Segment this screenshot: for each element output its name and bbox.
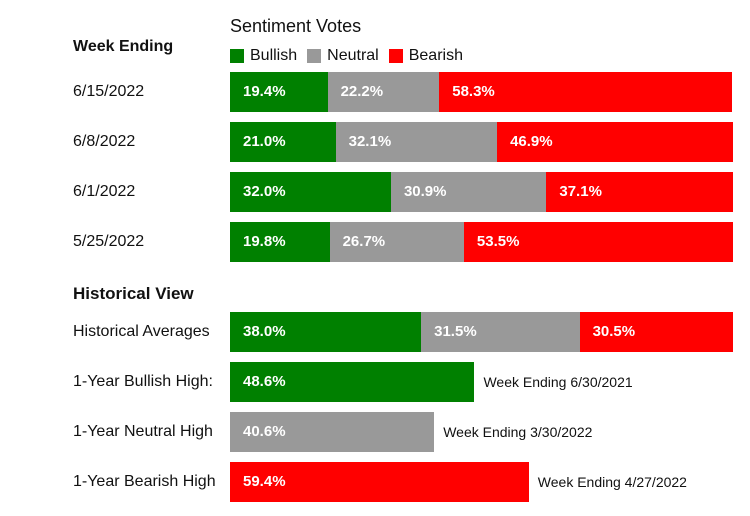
week-label: 6/1/2022	[73, 183, 136, 200]
data-label-bearish: 46.9%	[510, 133, 553, 150]
data-label-neutral: 32.1%	[348, 133, 392, 150]
bar-segment-bullish: 21.0%	[230, 122, 336, 162]
bar-segment-neutral: 30.9%	[390, 172, 547, 212]
legend-item-bearish: Bearish	[388, 47, 463, 65]
week-2-bar: 32.0% 30.9% 37.1%	[230, 172, 733, 212]
bar-segment-bearish: 30.5%	[579, 312, 733, 352]
data-label-bearish: 37.1%	[559, 183, 602, 200]
bar-segment-bullish: 19.4%	[230, 72, 328, 112]
high-bar-bullish: 48.6%	[230, 362, 475, 402]
legend-label-neutral: Neutral	[327, 47, 379, 64]
data-label-bearish: 59.4%	[243, 473, 286, 490]
bar-segment-bullish: 32.0%	[230, 172, 391, 212]
high-note-neutral: Week Ending 3/30/2022	[443, 424, 593, 440]
data-label-bullish: 38.0%	[243, 323, 286, 340]
legend-swatch-bullish	[230, 49, 244, 63]
bar-segment-neutral: 31.5%	[421, 312, 580, 352]
high-label-bearish: 1-Year Bearish High	[73, 473, 216, 490]
legend-title: Sentiment Votes	[230, 16, 362, 36]
high-bar-neutral: 40.6%	[230, 412, 435, 452]
bar-segment-bearish: 53.5%	[463, 222, 733, 262]
legend: Bullish Neutral Bearish	[230, 46, 473, 66]
week-label: 5/25/2022	[73, 233, 145, 250]
data-label-bullish: 19.4%	[243, 83, 286, 100]
data-label-bullish: 21.0%	[243, 133, 286, 150]
week-label: 6/15/2022	[73, 83, 145, 100]
bar-segment-neutral: 32.1%	[335, 122, 498, 162]
high-bar-bearish: 59.4%	[230, 462, 529, 502]
legend-swatch-neutral	[307, 49, 322, 63]
high-note-bullish: Week Ending 6/30/2021	[483, 374, 633, 390]
data-label-neutral: 31.5%	[434, 323, 477, 340]
bar-segment-neutral: 26.7%	[329, 222, 464, 262]
historical-averages-bar: 38.0% 31.5% 30.5%	[230, 312, 733, 352]
legend-item-bullish: Bullish	[230, 47, 297, 65]
bar-segment-neutral: 22.2%	[327, 72, 440, 112]
data-label-neutral: 22.2%	[340, 83, 384, 100]
legend-label-bullish: Bullish	[250, 47, 298, 64]
high-label-bullish: 1-Year Bullish High:	[73, 373, 213, 390]
high-note-bearish: Week Ending 4/27/2022	[537, 474, 687, 490]
legend-item-neutral: Neutral	[307, 47, 379, 65]
week-ending-heading: Week Ending	[73, 38, 174, 55]
data-label-bearish: 58.3%	[452, 83, 495, 100]
data-label-bearish: 30.5%	[592, 323, 636, 340]
week-label: 6/8/2022	[73, 133, 136, 150]
bar-segment-bullish: 19.8%	[230, 222, 330, 262]
legend-swatch-bearish	[388, 49, 403, 63]
data-label-bullish: 32.0%	[243, 183, 286, 200]
week-3-bar: 19.8% 26.7% 53.5%	[230, 222, 733, 262]
legend-label-bearish: Bearish	[408, 47, 463, 64]
historical-averages-label: Historical Averages	[73, 323, 210, 340]
data-label-bearish: 53.5%	[476, 233, 520, 250]
bar-segment-bearish: 46.9%	[497, 122, 733, 162]
data-label-neutral: 26.7%	[342, 233, 386, 250]
historical-view-heading: Historical View	[73, 284, 194, 303]
bar-segment-bearish: 58.3%	[439, 72, 733, 112]
data-label-neutral: 30.9%	[403, 183, 447, 200]
high-label-neutral: 1-Year Neutral High	[73, 423, 213, 440]
week-1-bar: 21.0% 32.1% 46.9%	[230, 122, 733, 162]
data-label-bullish: 19.8%	[243, 233, 286, 250]
bar-segment-bullish: 38.0%	[230, 312, 422, 352]
bar-segment-bearish: 37.1%	[546, 172, 733, 212]
data-label-bullish: 48.6%	[243, 373, 286, 390]
week-0-bar: 19.4% 22.2% 58.3%	[230, 72, 733, 112]
data-label-neutral: 40.6%	[243, 423, 286, 440]
